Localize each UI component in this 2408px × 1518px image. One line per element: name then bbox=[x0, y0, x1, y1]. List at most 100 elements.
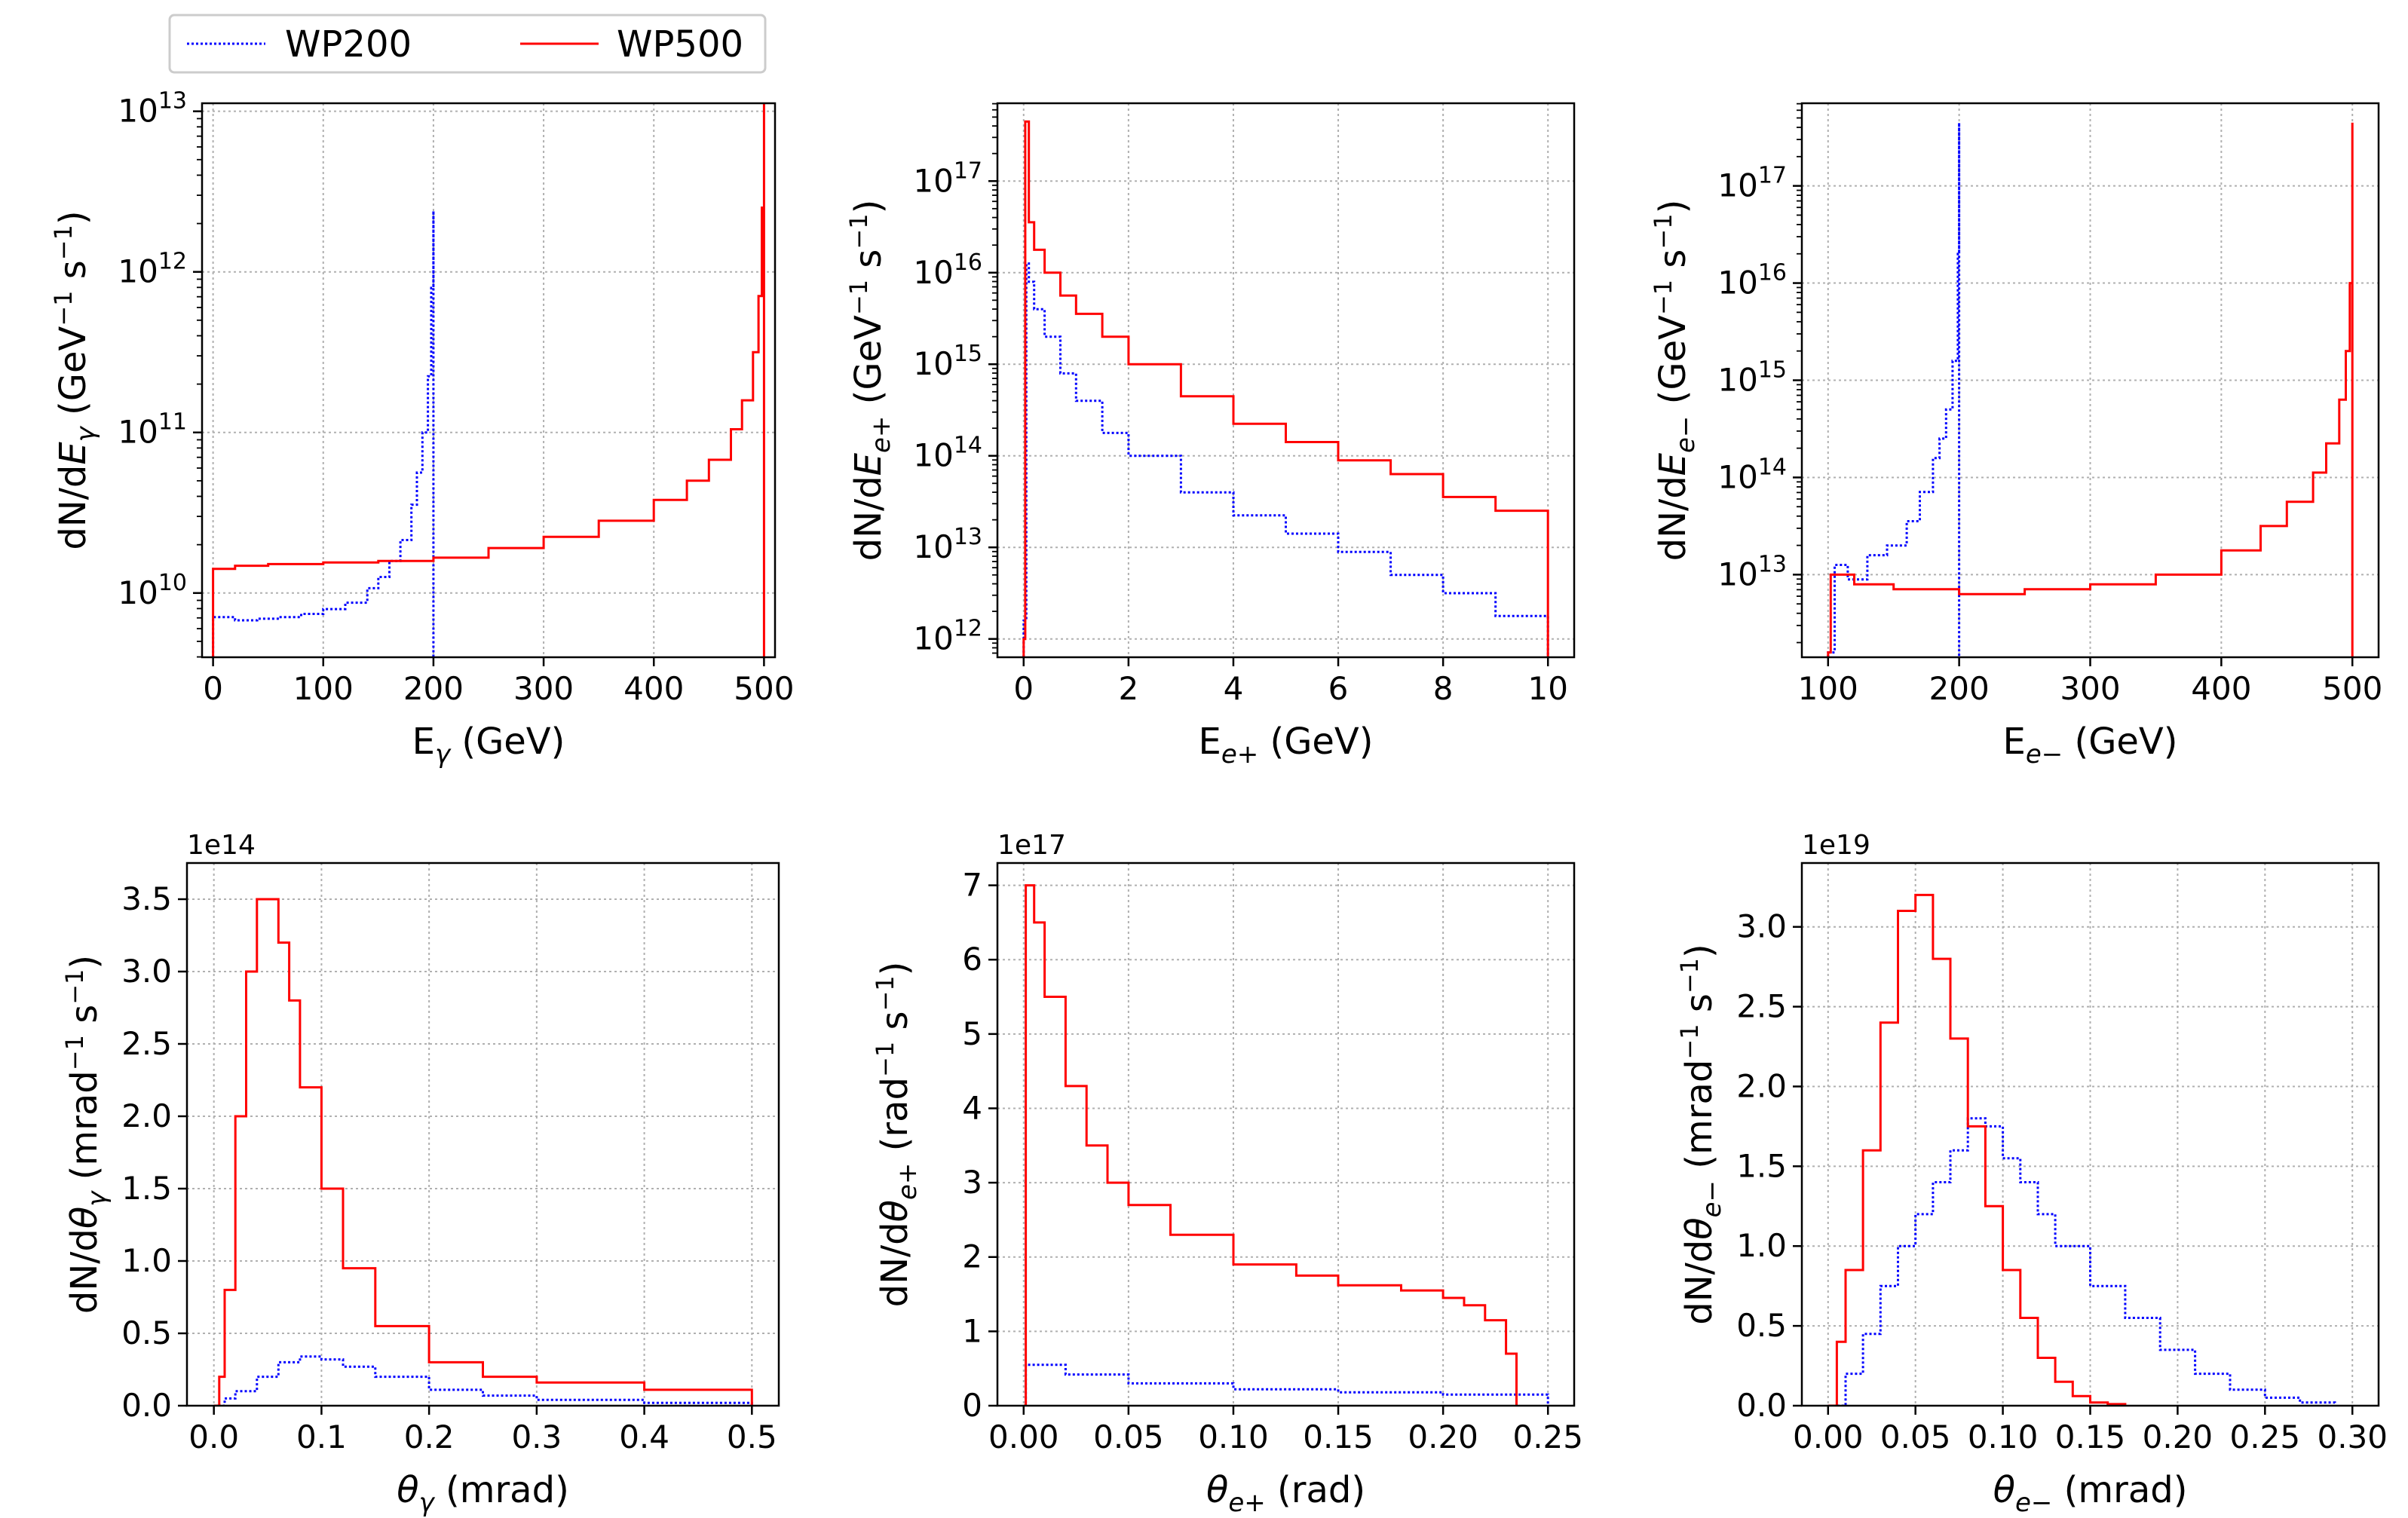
y-tick-label: 6 bbox=[962, 941, 982, 978]
series-wp500-line bbox=[213, 898, 753, 1406]
x-tick-label: 0.10 bbox=[1968, 1419, 2039, 1455]
series-wp500-line bbox=[1827, 122, 2354, 657]
y-tick-label: 1016 bbox=[913, 249, 982, 291]
x-tick-label: 0.00 bbox=[1793, 1419, 1864, 1455]
axes-frame bbox=[185, 862, 780, 1407]
series-wp200-line bbox=[1827, 122, 1961, 657]
series-wp500-line bbox=[1022, 120, 1549, 657]
panel-angle-photon: 0.0 0.1 0.2 0.3 0.4 0.5 0.0 0.5 1.0 1.5 2.0 2.5 3.0 3… bbox=[60, 830, 780, 1518]
x-tick-label: 400 bbox=[2191, 670, 2251, 707]
y-tick-label: 2.5 bbox=[1736, 988, 1787, 1025]
x-tick-label: 0 bbox=[1013, 670, 1034, 707]
x-tick-label: 2 bbox=[1118, 670, 1138, 707]
x-tick-label: 6 bbox=[1328, 670, 1349, 707]
x-tick-label: 0.00 bbox=[988, 1419, 1059, 1455]
y-tick-label: 1017 bbox=[1717, 163, 1787, 204]
y-tick-label: 0.5 bbox=[121, 1314, 172, 1351]
x-tick-label: 0.1 bbox=[296, 1419, 347, 1455]
x-tick-label: 200 bbox=[1929, 670, 1990, 707]
y-tick-label: 1.0 bbox=[121, 1242, 172, 1279]
axes-frame bbox=[201, 102, 777, 659]
y-tick-label: 1013 bbox=[118, 88, 187, 130]
x-tick-label: 100 bbox=[1798, 670, 1858, 707]
x-tick-label: 100 bbox=[293, 670, 354, 707]
y-tick-label: 0 bbox=[962, 1387, 982, 1424]
y-axis-label: dN/dEe− (GeV−1 s−1) bbox=[1649, 200, 1701, 562]
x-tick-label: 0.15 bbox=[2055, 1419, 2126, 1455]
x-tick-label: 0 bbox=[203, 670, 223, 707]
panel-energy-positron: 0 2 4 6 8 10 1012 1013 1014 1015 1016 1017 Ee+ (GeV)… bbox=[844, 102, 1576, 770]
y-offset-label: 1e19 bbox=[1802, 830, 1870, 861]
x-tick-label: 500 bbox=[2322, 670, 2382, 707]
legend-frame bbox=[168, 14, 767, 74]
y-tick-label: 2.0 bbox=[1736, 1067, 1787, 1104]
series-wp500-line bbox=[1827, 893, 2127, 1406]
panel-angle-electron: 0.00 0.05 0.10 0.15 0.20 0.25 0.30 0.0 0.5 1.0 1.5… bbox=[1675, 830, 2388, 1518]
axes-frame bbox=[996, 102, 1576, 659]
y-tick-label: 0.0 bbox=[1736, 1387, 1787, 1424]
y-tick-label: 1014 bbox=[1717, 454, 1787, 495]
x-tick-label: 200 bbox=[403, 670, 464, 707]
grid bbox=[187, 863, 779, 1406]
panel-energy-photon: 0 100 200 300 400 500 1010 1011 1012 1013 Eγ (GeV)… bbox=[49, 88, 794, 770]
x-tick-label: 400 bbox=[623, 670, 684, 707]
y-axis-label: dN/dθe+ (rad−1 s−1) bbox=[871, 962, 923, 1308]
x-axis-label: θe+ (rad) bbox=[1206, 1469, 1365, 1518]
y-tick-label: 1.0 bbox=[1736, 1227, 1787, 1264]
x-tick-label: 0.0 bbox=[188, 1419, 239, 1455]
y-tick-label: 1.5 bbox=[1736, 1147, 1787, 1184]
y-axis-label: dN/dEγ (GeV−1 s−1) bbox=[49, 210, 101, 549]
x-tick-label: 0.05 bbox=[1880, 1419, 1951, 1455]
x-tick-label: 0.5 bbox=[727, 1419, 777, 1455]
x-tick-label: 0.25 bbox=[1512, 1419, 1583, 1455]
y-tick-label: 7 bbox=[962, 867, 982, 904]
x-axis-label: Ee− (GeV) bbox=[2002, 721, 2177, 770]
panel-energy-electron: 100 200 300 400 500 1013 1014 1015 1016 1017 Ee− (… bbox=[1649, 102, 2382, 770]
x-tick-label: 0.20 bbox=[2143, 1419, 2213, 1455]
x-tick-label: 0.05 bbox=[1093, 1419, 1164, 1455]
x-tick-label: 4 bbox=[1224, 670, 1244, 707]
y-tick-label: 2.5 bbox=[121, 1025, 172, 1062]
x-tick-label: 0.2 bbox=[404, 1419, 455, 1455]
x-axis-label: θe− (mrad) bbox=[1993, 1469, 2188, 1518]
x-tick-label: 0.15 bbox=[1303, 1419, 1374, 1455]
x-tick-label: 0.25 bbox=[2230, 1419, 2301, 1455]
series-wp200-line bbox=[1827, 1117, 2336, 1406]
y-tick-label: 1015 bbox=[913, 341, 982, 382]
y-tick-label: 1017 bbox=[913, 158, 982, 199]
y-tick-label: 4 bbox=[962, 1089, 982, 1126]
y-tick-label: 1013 bbox=[913, 524, 982, 565]
x-tick-label: 0.3 bbox=[511, 1419, 562, 1455]
y-tick-label: 1013 bbox=[1717, 551, 1787, 592]
y-offset-label: 1e14 bbox=[187, 830, 256, 861]
y-tick-label: 0.0 bbox=[121, 1387, 172, 1424]
y-tick-label: 1012 bbox=[913, 616, 982, 657]
x-axis-label: Eγ (GeV) bbox=[412, 721, 565, 770]
y-tick-label: 2.0 bbox=[121, 1097, 172, 1134]
x-tick-label: 8 bbox=[1433, 670, 1454, 707]
y-axis-label: dN/dθe− (mrad−1 s−1) bbox=[1675, 944, 1727, 1325]
x-tick-label: 500 bbox=[734, 670, 794, 707]
x-axis-label: θγ (mrad) bbox=[397, 1469, 569, 1518]
series-wp200-line bbox=[213, 1355, 753, 1406]
series-wp200-line bbox=[1022, 262, 1549, 657]
series-wp500-line bbox=[212, 103, 765, 657]
series-wp500-line bbox=[1023, 884, 1518, 1406]
x-tick-label: 300 bbox=[2060, 670, 2120, 707]
x-tick-label: 0.20 bbox=[1408, 1419, 1478, 1455]
legend-wp500-label: WP500 bbox=[617, 23, 743, 66]
y-tick-label: 3 bbox=[962, 1164, 982, 1201]
y-tick-label: 5 bbox=[962, 1015, 982, 1052]
grid bbox=[202, 103, 775, 657]
y-tick-label: 1 bbox=[962, 1312, 982, 1349]
y-tick-label: 1.5 bbox=[121, 1170, 172, 1207]
panel-angle-positron: 0.00 0.05 0.10 0.15 0.20 0.25 0 1 2 3 4 5 6 7 1e17 θe+ … bbox=[871, 830, 1583, 1518]
legend: WP200 WP500 bbox=[168, 14, 767, 74]
grid bbox=[1802, 103, 2379, 657]
y-tick-label: 2 bbox=[962, 1238, 982, 1275]
x-axis-label: Ee+ (GeV) bbox=[1198, 721, 1373, 770]
y-offset-label: 1e17 bbox=[997, 830, 1066, 861]
y-tick-label: 0.5 bbox=[1736, 1307, 1787, 1344]
y-axis-label: dN/dθγ (mrad−1 s−1) bbox=[60, 955, 112, 1314]
